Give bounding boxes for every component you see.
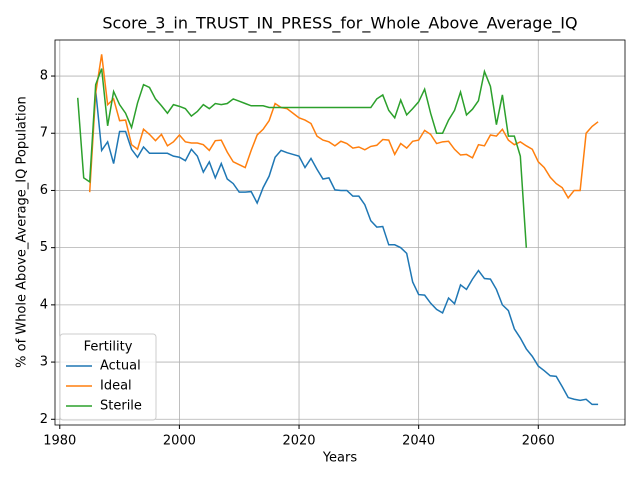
- x-tick-label: 1980: [43, 434, 76, 449]
- y-tick-label: 3: [40, 355, 48, 370]
- plot-frame: [54, 39, 626, 426]
- y-tick-label: 5: [40, 240, 48, 255]
- x-tick-label: 2000: [163, 434, 196, 449]
- series-line: [94, 90, 599, 406]
- legend-label: Sterile: [100, 399, 142, 414]
- x-tick-label: 2060: [522, 434, 555, 449]
- y-axis-label: % of Whole Above_Average_IQ Population: [15, 96, 30, 368]
- series-line: [76, 68, 528, 248]
- x-tick-label: 2040: [402, 434, 435, 449]
- chart-title: Score_3_in_TRUST_IN_PRESS_for_Whole_Abov…: [102, 14, 577, 34]
- legend-label: Actual: [100, 359, 141, 374]
- legend-box: [59, 333, 157, 421]
- legend-title: Fertility: [84, 340, 133, 355]
- x-tick-label: 2020: [282, 434, 315, 449]
- y-tick-label: 7: [40, 126, 48, 141]
- y-tick-label: 8: [40, 69, 48, 84]
- y-tick-label: 4: [40, 297, 48, 312]
- y-tick-label: 6: [40, 183, 48, 198]
- y-tick-label: 2: [40, 412, 48, 427]
- x-axis-label: Years: [322, 451, 358, 466]
- legend-label: Ideal: [100, 379, 132, 394]
- series-line: [88, 54, 599, 200]
